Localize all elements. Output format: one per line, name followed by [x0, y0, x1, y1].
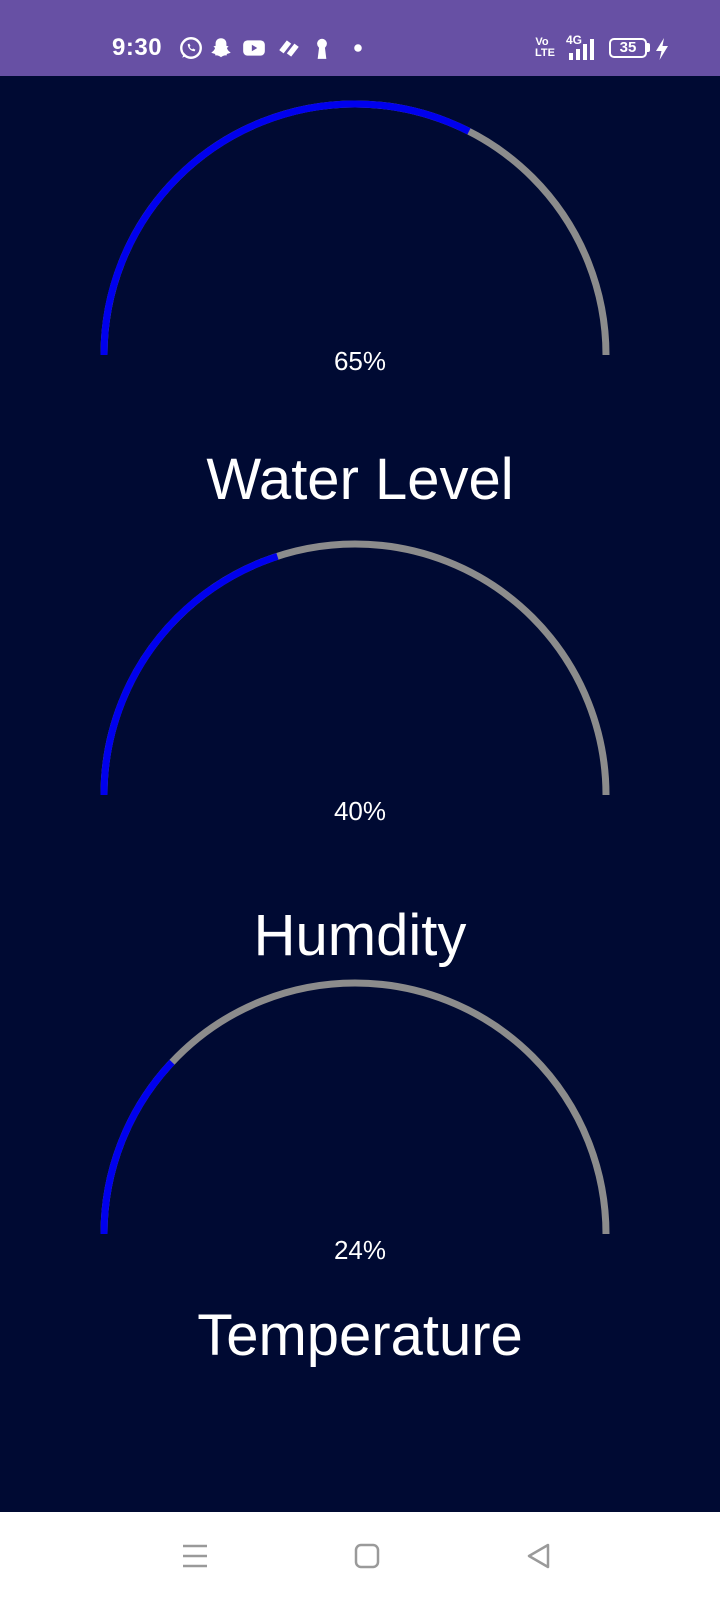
gauge-fill [100, 552, 279, 796]
network-type-label: 4G [566, 33, 583, 47]
dot-icon [354, 44, 362, 52]
menu-icon[interactable] [173, 1534, 217, 1578]
temperature-gauge [100, 979, 610, 1235]
keyhole-icon [317, 38, 327, 59]
humidity-gauge [100, 540, 610, 796]
gauge-track [100, 100, 610, 356]
volte-label: Vo LTE [535, 36, 555, 59]
temperature-value: 24% [333, 1235, 387, 1265]
battery-tip [647, 43, 650, 52]
game-app-icon [279, 40, 299, 57]
humidity-label: Humdity [253, 903, 467, 968]
youtube-icon [243, 40, 265, 56]
water-level-gauge [100, 100, 610, 356]
gauge-fill [100, 1059, 175, 1235]
gauge-track [100, 979, 610, 1235]
home-icon[interactable] [345, 1534, 389, 1578]
gauge-fill [100, 100, 471, 356]
signal-icon [569, 39, 594, 60]
charging-icon [656, 38, 668, 60]
temperature-label: Temperature [197, 1303, 523, 1368]
gauge-track [100, 540, 610, 796]
system-nav-bar [0, 1512, 720, 1600]
battery-level: 35 [619, 39, 637, 56]
water-level-label: Water Level [206, 447, 514, 512]
status-time: 9:30 [112, 34, 163, 61]
water-level-value: 65% [333, 346, 387, 376]
whatsapp-icon [180, 37, 202, 59]
back-icon[interactable] [517, 1534, 561, 1578]
snapchat-icon [211, 38, 231, 58]
status-bar: 9:30 Vo LTE 4G 35 [0, 0, 720, 76]
battery-indicator: 35 [609, 38, 647, 58]
humidity-value: 40% [333, 796, 387, 826]
